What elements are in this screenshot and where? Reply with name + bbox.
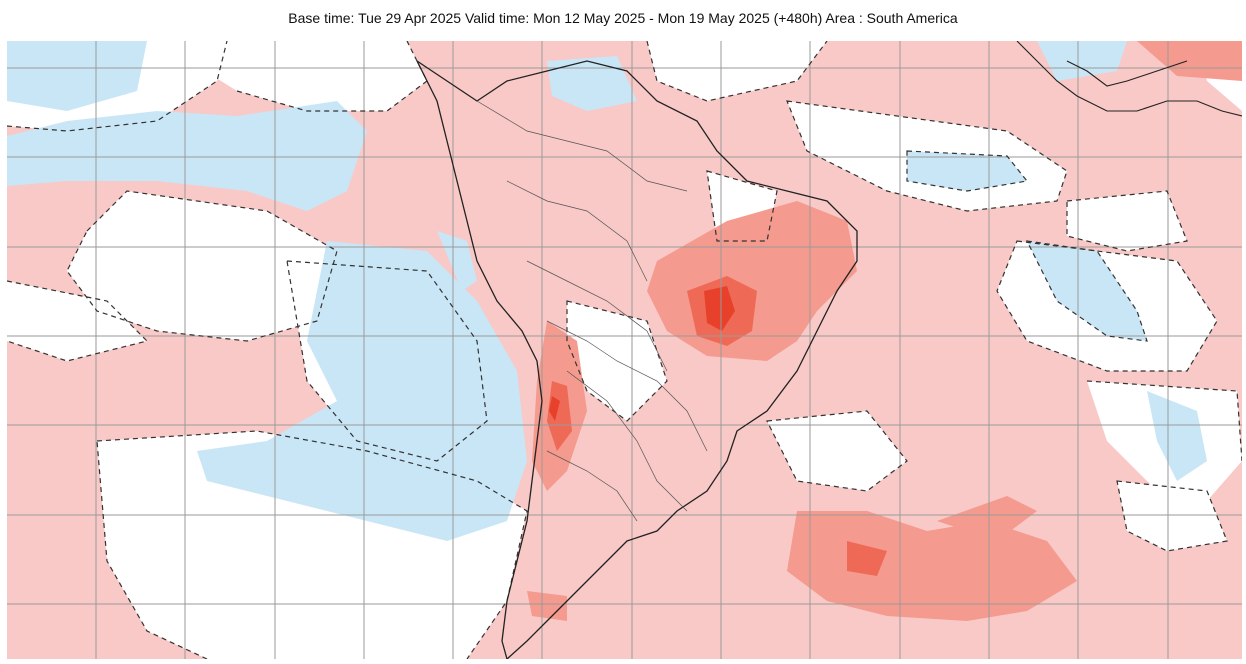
map-frame: [7, 41, 1242, 659]
anomaly-map: [7, 41, 1242, 659]
country-borders: [476, 100, 708, 522]
warm-anomaly-moderate: [527, 41, 1242, 621]
coastline-south-america: [416, 60, 858, 659]
graticule-grid: [7, 41, 1242, 659]
warm-anomaly-max: [549, 286, 735, 421]
cool-anomaly-areas: [7, 41, 1207, 541]
header-caption: Base time: Tue 29 Apr 2025 Valid time: M…: [288, 10, 958, 26]
coastline-africa: [1016, 41, 1242, 117]
anomaly-contours: [7, 41, 1242, 659]
chart-header: Base time: Tue 29 Apr 2025 Valid time: M…: [0, 0, 1246, 36]
